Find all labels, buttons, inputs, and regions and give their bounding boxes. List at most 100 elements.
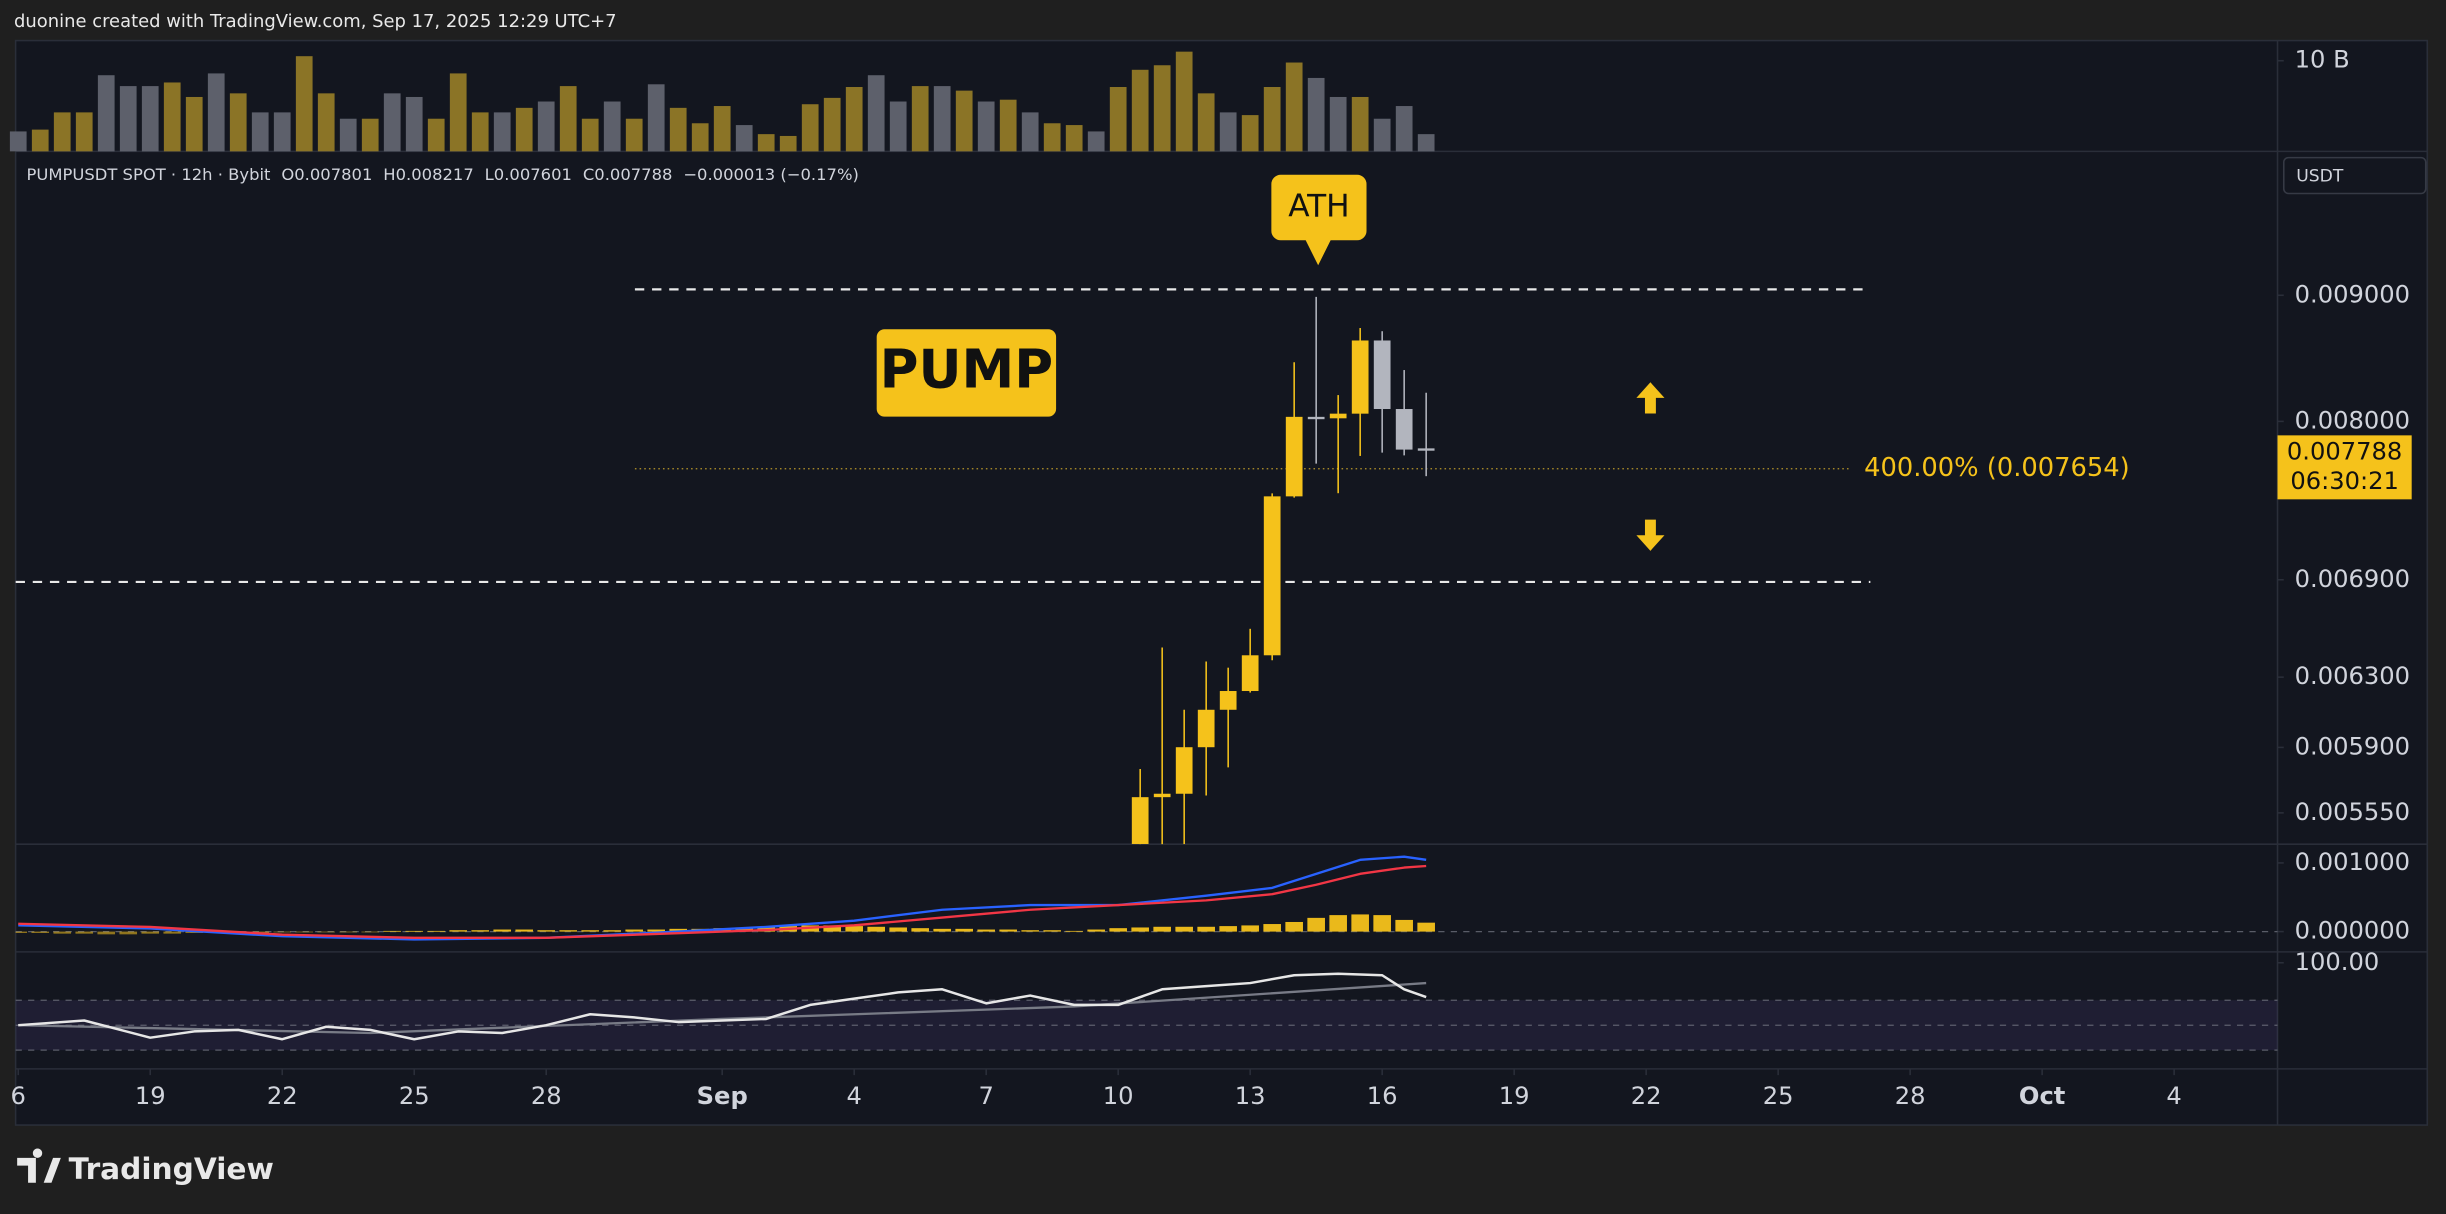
histogram-bar [1351,914,1369,932]
histogram-bar [1043,930,1061,932]
histogram-bar [163,931,182,934]
histogram-bar [559,930,578,932]
caption: duonine created with TradingView.com, Se… [14,11,617,32]
histogram-bar [1241,925,1259,932]
indicator-line [18,855,1427,941]
volume-bar [339,118,357,152]
candle-body [1307,416,1325,420]
histogram-bar [295,931,314,933]
candle-body [1285,416,1303,497]
currency-button[interactable] [2282,156,2427,195]
volume-bar [1307,77,1325,152]
x-tick-label: 4 [2166,1082,2181,1110]
histogram-bar [471,930,490,932]
indicator-line [18,972,1427,1041]
y-tick-label: 10 B [2295,46,2350,74]
legend-c: C [583,164,594,183]
volume-bar [999,99,1017,152]
macd-pane [15,855,2278,941]
histogram-bar [31,931,50,933]
volume-bar [691,123,709,152]
legend-change: −0.000013 (−0.17%) [683,164,859,183]
volume-bar [405,96,423,152]
volume-bar [801,104,819,152]
volume-bar [515,107,533,152]
y-tick-label: 0.005900 [2295,732,2410,760]
ath-label: ATH [1288,189,1349,225]
volume-bar [955,90,973,152]
histogram-bar [1263,924,1281,932]
candle-body [1175,747,1193,794]
histogram-bar [933,928,951,932]
volume-bar [669,107,687,152]
volume-bar [1395,106,1413,152]
candle-body [1241,655,1259,692]
x-tick-label: 25 [399,1082,430,1110]
histogram-bar [625,929,644,932]
volume-bar [779,135,797,152]
volume-bar [229,93,247,152]
volume-bar [119,86,137,152]
volume-bar [1351,96,1369,152]
volume-bar [9,131,27,152]
volume-bar [845,87,863,152]
histogram-bar [581,930,600,932]
histogram-bar [361,931,380,933]
volume-bar [97,75,115,152]
histogram-bar [1373,915,1391,932]
histogram-bar [1307,917,1325,932]
volume-bar [889,101,907,152]
y-tick-label: 0.009000 [2295,280,2410,308]
candle-body [1263,496,1281,656]
volume-bar [559,86,577,152]
x-tick-label: 13 [1235,1082,1266,1110]
currency-label[interactable]: USDT [2296,166,2344,186]
histogram-bar [383,930,402,932]
volume-bar [207,73,225,152]
volume-bar [1417,134,1435,152]
histogram-bar [977,929,995,932]
volume-bar [53,112,71,152]
histogram-bar [603,930,622,932]
histogram-bar [1109,928,1127,932]
x-tick-label: 19 [1499,1082,1530,1110]
volume-bar [867,75,885,152]
legend: PUMPUSDT SPOT · 12h · Bybit O0.007801 H0.0… [27,164,859,183]
histogram-bar [1219,926,1237,932]
y-tick-label: 0.008000 [2295,406,2410,434]
y-tick-label: 0.006900 [2295,565,2410,593]
volume-bar [933,86,951,152]
fib-label: 400.00% (0.007654) [1864,453,2130,483]
volume-bar [493,112,511,152]
candle-body [1351,340,1369,414]
volume-bar [141,86,159,152]
y-tick-label: 0.005550 [2295,798,2410,826]
histogram-bar [1087,929,1105,932]
volume-bar [1087,131,1105,152]
volume-bar [911,86,929,152]
volume-bar [625,118,643,152]
candle-body [1153,793,1171,798]
y-tick-label: 0.000000 [2295,917,2410,945]
histogram-bar [1065,930,1083,932]
volume-bar [977,101,995,152]
histogram-bar [1153,926,1171,932]
volume-bar [75,112,93,152]
volume-bar [537,101,555,152]
histogram-bar [97,931,116,935]
x-tick-label: 7 [978,1082,993,1110]
legend-low: 0.007601 [494,164,572,183]
pump-label: PUMP [880,339,1054,401]
logo-text: TradingView [69,1151,274,1186]
y-tick-label: 100.00 [2295,948,2380,976]
volume-bar [1329,96,1347,152]
legend-h: H [383,164,395,183]
y-tick-label: 0.001000 [2295,848,2410,876]
volume-bar [273,112,291,152]
countdown: 06:30:21 [2290,467,2399,495]
histogram-bar [515,929,534,932]
legend-high: 0.008217 [396,164,474,183]
histogram-bar [493,929,512,932]
